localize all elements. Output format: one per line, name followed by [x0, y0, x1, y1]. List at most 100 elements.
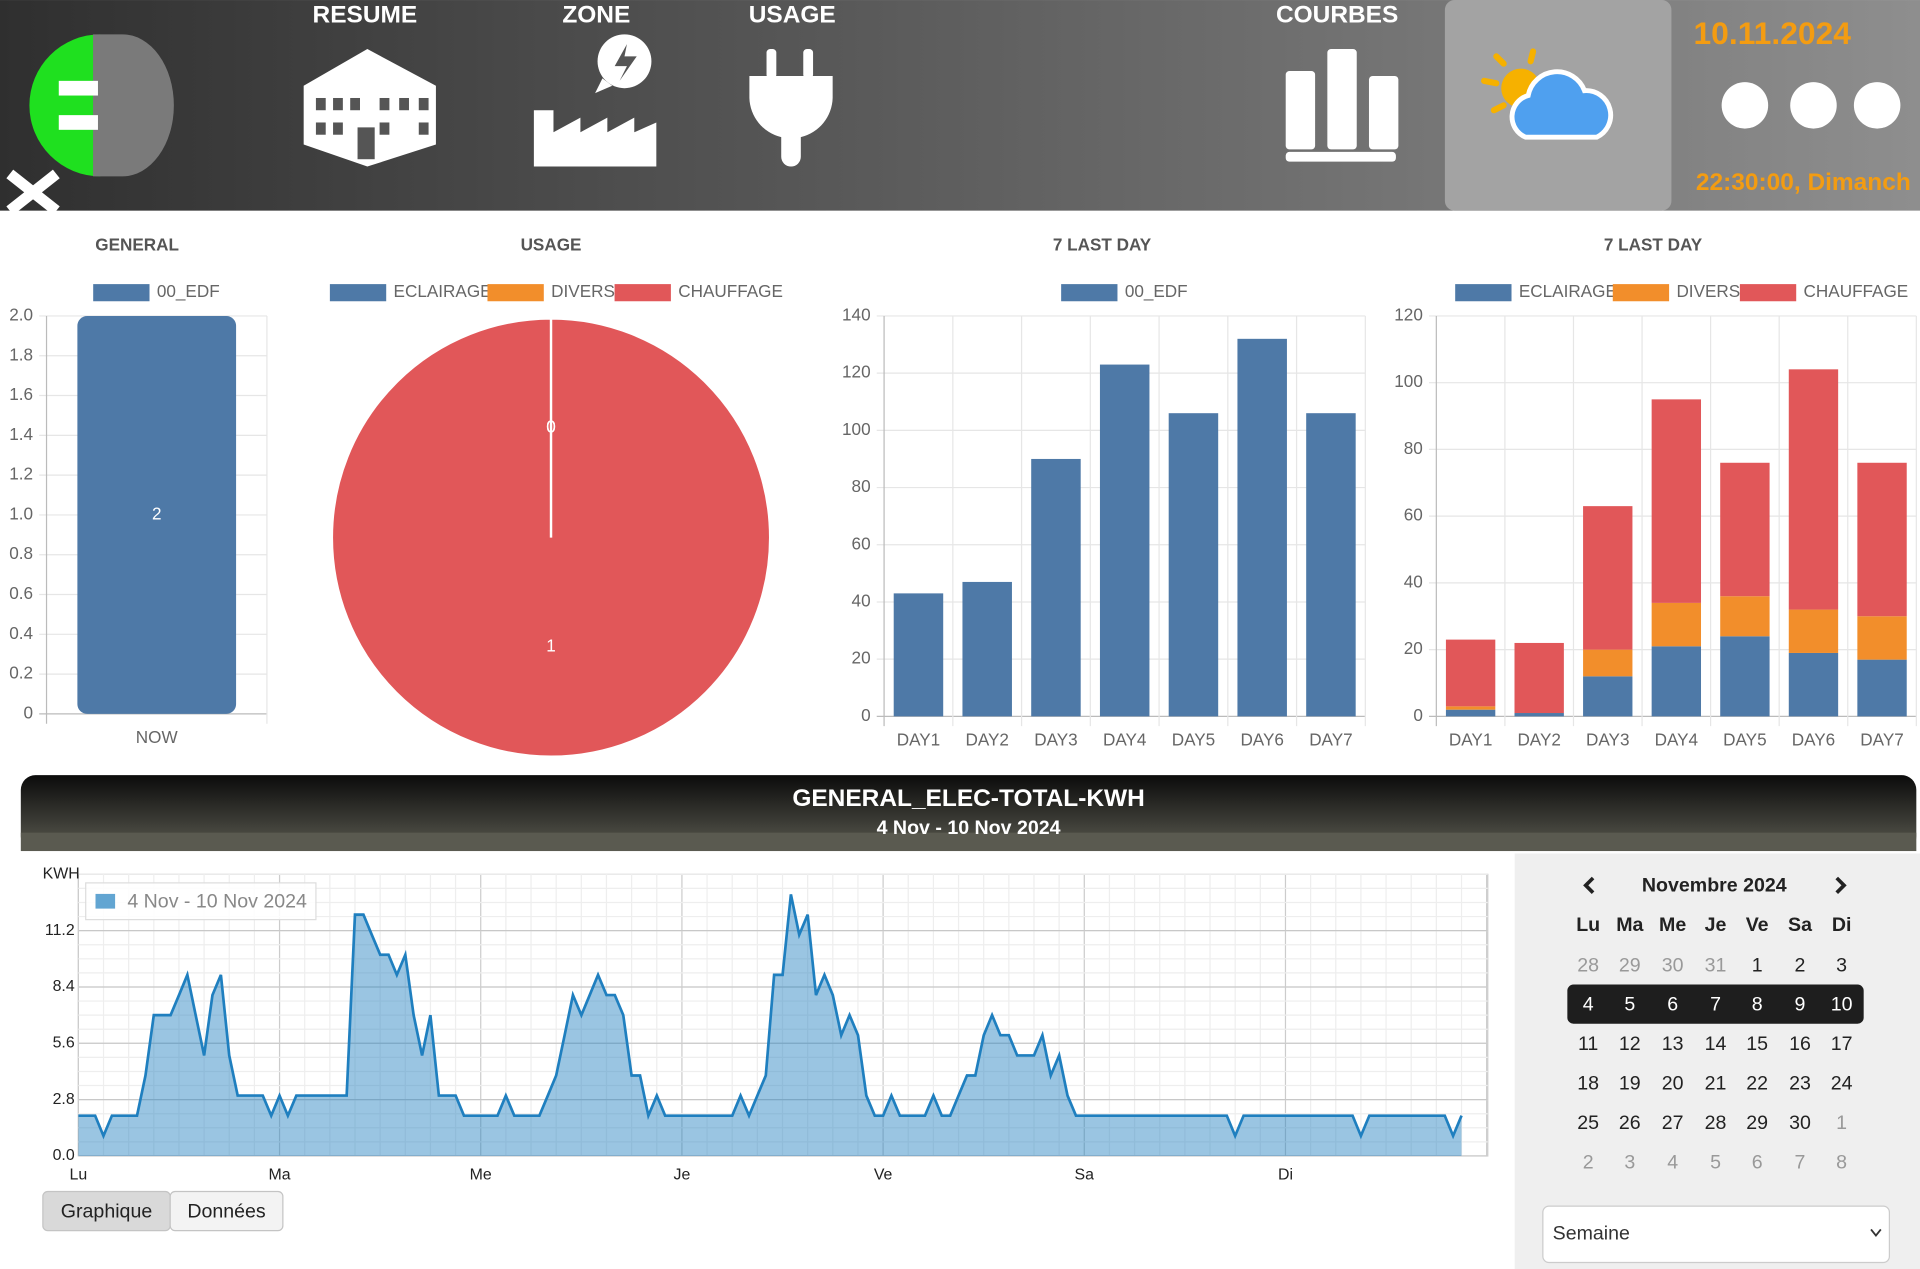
calendar-day[interactable]: 4 — [1583, 994, 1594, 1016]
legend-label: CHAUFFAGE — [678, 281, 783, 301]
line-chart-header — [20, 775, 1917, 852]
icon-building[interactable] — [303, 49, 436, 167]
calendar-day[interactable]: 27 — [1662, 1112, 1684, 1134]
calendar-day[interactable]: 21 — [1705, 1073, 1727, 1095]
calendar-day[interactable]: 4 — [1667, 1151, 1678, 1173]
x-tick-label: DAY4 — [1655, 729, 1699, 749]
icon-weather[interactable] — [1481, 48, 1614, 140]
bar — [1445, 639, 1496, 707]
calendar-day[interactable]: 2 — [1795, 954, 1806, 976]
logo[interactable] — [6, 34, 174, 215]
bar — [1788, 369, 1839, 610]
calendar-day[interactable]: 22 — [1746, 1073, 1768, 1095]
calendar-day[interactable]: 7 — [1710, 994, 1721, 1016]
nav-label[interactable]: RESUME — [313, 1, 418, 28]
y-tick-label: 0.0 — [53, 1147, 75, 1164]
bar — [1720, 462, 1770, 597]
calendar-day[interactable]: 2 — [1583, 1151, 1594, 1173]
calendar-day[interactable]: 10 — [1831, 994, 1853, 1016]
calendar-day[interactable]: 7 — [1795, 1151, 1806, 1173]
data-label: 2 — [152, 503, 162, 523]
period-select[interactable] — [1542, 1205, 1890, 1264]
nav-label[interactable]: COURBES — [1276, 1, 1398, 28]
x-tick-label: DAY5 — [1723, 729, 1766, 749]
line-chart-header-base — [20, 832, 1917, 852]
calendar-day[interactable]: 1 — [1752, 954, 1763, 976]
calendar-day[interactable]: 8 — [1752, 994, 1763, 1016]
calendar-day[interactable]: 15 — [1746, 1033, 1768, 1055]
calendar-day[interactable]: 9 — [1795, 994, 1806, 1016]
calendar-day[interactable]: 29 — [1746, 1112, 1768, 1134]
calendar-day[interactable]: 19 — [1619, 1073, 1641, 1095]
calendar-day[interactable]: 31 — [1705, 954, 1727, 976]
calendar-day[interactable]: 1 — [1836, 1112, 1847, 1134]
calendar-day[interactable]: 5 — [1710, 1151, 1721, 1173]
button-label[interactable]: Données — [187, 1200, 266, 1222]
legend-label: ECLAIRAGE — [1519, 281, 1617, 301]
calendar-day[interactable]: 14 — [1705, 1033, 1727, 1055]
calendar-day[interactable]: 3 — [1836, 954, 1847, 976]
next-month[interactable] — [1835, 876, 1847, 894]
weekday: Je — [1705, 914, 1727, 936]
calendar-day[interactable]: 16 — [1789, 1033, 1811, 1055]
x-tick-label: DAY7 — [1309, 729, 1352, 749]
bar — [1583, 649, 1633, 677]
legend-swatch — [329, 284, 387, 302]
y-tick-label: 0.4 — [9, 623, 33, 643]
button-label[interactable]: Graphique — [61, 1200, 153, 1222]
legend-swatch — [1612, 284, 1670, 302]
calendar-day[interactable]: 13 — [1662, 1033, 1684, 1055]
calendar-day[interactable]: 20 — [1662, 1073, 1684, 1095]
nav-label[interactable]: USAGE — [749, 1, 836, 28]
calendar-panel — [1514, 853, 1920, 1269]
x-tick-label: Sa — [1075, 1167, 1095, 1184]
calendar-day[interactable]: 29 — [1619, 954, 1641, 976]
icon-plug[interactable] — [749, 49, 833, 167]
calendar-day[interactable]: 30 — [1662, 954, 1684, 976]
x-tick-label: DAY7 — [1860, 729, 1903, 749]
calendar-day[interactable]: 8 — [1836, 1151, 1847, 1173]
x-tick-label: DAY5 — [1172, 729, 1215, 749]
x-tick-label: Je — [674, 1167, 691, 1184]
icon-bars[interactable] — [1285, 49, 1399, 162]
bar — [1306, 413, 1356, 717]
y-tick-label: 8.4 — [53, 978, 75, 995]
legend-swatch — [95, 893, 116, 909]
x-tick-label: Di — [1278, 1167, 1293, 1184]
calendar-day[interactable]: 30 — [1789, 1112, 1811, 1134]
calendar-day[interactable]: 28 — [1577, 954, 1599, 976]
bar — [1445, 706, 1496, 710]
y-tick-label: 1.0 — [9, 503, 33, 523]
legend-label: 00_EDF — [157, 281, 220, 301]
chart-title: GENERAL — [95, 235, 179, 255]
time: 22:30:00, Dimanch — [1696, 169, 1911, 196]
calendar-day[interactable]: 26 — [1619, 1112, 1641, 1134]
nav-label[interactable]: ZONE — [562, 1, 630, 28]
icon-factory[interactable] — [533, 34, 657, 167]
calendar-day[interactable]: 28 — [1705, 1112, 1727, 1134]
y-tick-label: 1.6 — [9, 384, 33, 404]
calendar-day[interactable]: 3 — [1624, 1151, 1635, 1173]
y-tick-label: 80 — [852, 476, 871, 496]
legend-label: DIVERS — [551, 281, 615, 301]
bar — [1651, 602, 1702, 647]
data-button[interactable] — [169, 1190, 284, 1232]
y-tick-label: 2.0 — [9, 304, 33, 324]
bar — [77, 315, 237, 714]
prev-month[interactable] — [1583, 876, 1595, 894]
x-tick-label: Lu — [70, 1167, 88, 1184]
calendar-day[interactable]: 6 — [1667, 994, 1678, 1016]
bar — [1651, 646, 1702, 717]
calendar-day[interactable]: 5 — [1624, 994, 1635, 1016]
calendar-day[interactable]: 11 — [1578, 1033, 1598, 1055]
calendar-day[interactable]: 6 — [1752, 1151, 1763, 1173]
calendar-day[interactable]: 12 — [1619, 1033, 1641, 1055]
calendar-day[interactable]: 17 — [1831, 1033, 1853, 1055]
calendar-day[interactable]: 23 — [1789, 1073, 1811, 1095]
calendar-day[interactable]: 18 — [1577, 1073, 1599, 1095]
selected-week[interactable] — [1567, 984, 1864, 1024]
bar — [893, 593, 944, 717]
calendar-day[interactable]: 24 — [1831, 1073, 1853, 1095]
calendar-day[interactable]: 25 — [1577, 1112, 1599, 1134]
bar — [1237, 338, 1287, 717]
